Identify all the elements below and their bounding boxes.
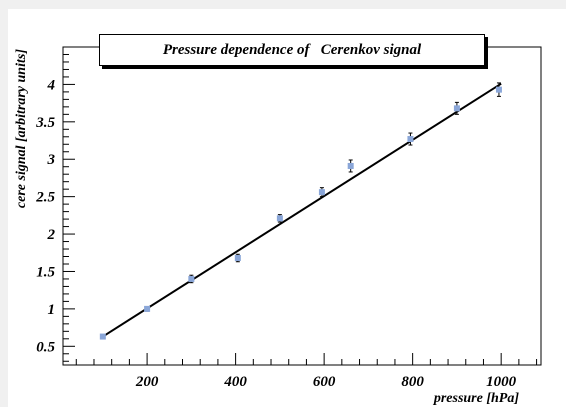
data-point xyxy=(318,189,325,196)
x-tick-label: 400 xyxy=(223,374,247,390)
data-point xyxy=(144,305,151,312)
x-tick-label: 600 xyxy=(313,374,336,390)
chart-marks: 0.5 1 1.5 2 2.5 3 3.5 4 200 400 600 800 1000 xyxy=(35,46,538,390)
data-point xyxy=(347,162,354,169)
x-axis-title: pressure [hPa] xyxy=(433,391,520,406)
data-point xyxy=(276,215,283,222)
data-point xyxy=(99,333,106,340)
y-tick-label: 4 xyxy=(47,77,56,93)
y-axis-title: cere signal [arbitrary units] xyxy=(14,49,29,208)
x-tick-label: 800 xyxy=(401,374,424,390)
data-point xyxy=(188,275,195,282)
y-tick-label: 2.5 xyxy=(35,190,55,206)
y-tick-label: 1.5 xyxy=(36,264,55,280)
chart-plot: 0.5 1 1.5 2 2.5 3 3.5 4 200 400 600 800 1000 pressur… xyxy=(14,46,542,406)
chart-canvas: 0.5 1 1.5 2 2.5 3 3.5 4 200 400 600 800 1000 pressur… xyxy=(8,9,566,407)
data-point xyxy=(453,105,460,112)
y-tick-label: 3.5 xyxy=(35,115,55,131)
y-tick-label: 2 xyxy=(47,227,56,243)
x-tick-label: 200 xyxy=(135,374,159,390)
fit-line xyxy=(102,82,502,338)
chart-title-box: Pressure dependence of Cerenkov signal xyxy=(99,34,485,66)
y-tick-label: 0.5 xyxy=(36,339,55,355)
y-tick-label: 3 xyxy=(47,152,56,168)
data-point xyxy=(407,136,414,143)
x-tick-label: 1000 xyxy=(486,374,517,390)
chart-title: Pressure dependence of Cerenkov signal xyxy=(162,41,422,58)
data-point xyxy=(234,255,241,262)
data-point xyxy=(495,86,502,93)
y-tick-label: 1 xyxy=(48,302,56,318)
